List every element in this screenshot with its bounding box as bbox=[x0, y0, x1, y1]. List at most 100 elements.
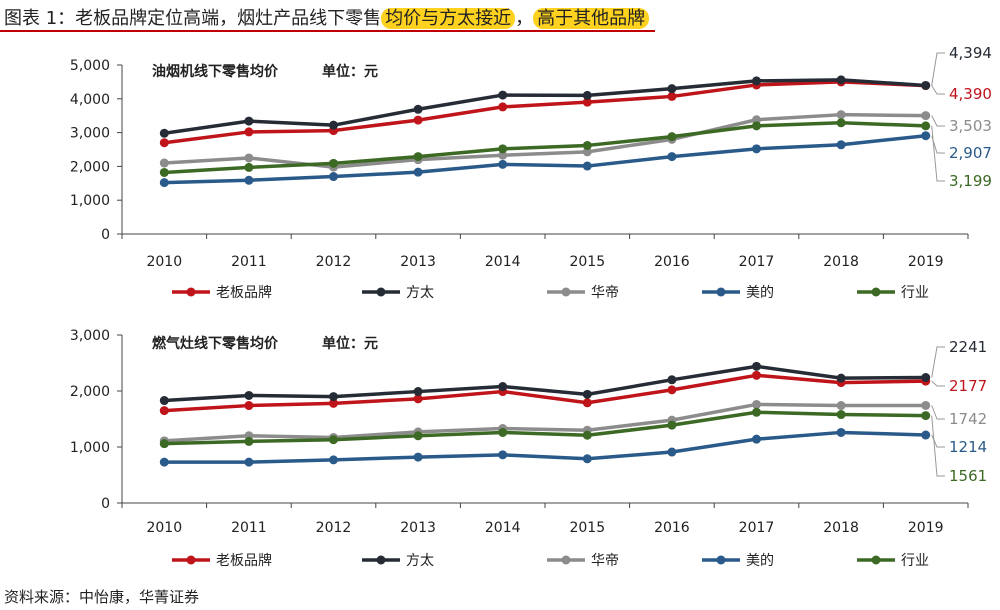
figure-title-separator: ， bbox=[515, 8, 534, 29]
data-point-midea bbox=[244, 457, 254, 467]
legend-marker-fotile bbox=[376, 555, 386, 565]
title-underline bbox=[0, 30, 655, 32]
legend-label-laoban: 老板品牌 bbox=[216, 284, 272, 301]
series-line-vatti bbox=[164, 402, 926, 443]
data-point-fotile bbox=[921, 373, 931, 383]
y-tick-label: 5,000 bbox=[70, 58, 110, 74]
figure-title-highlight-2: 高于其他品牌 bbox=[533, 8, 650, 29]
end-label-leader bbox=[931, 125, 945, 182]
x-tick-label: 2012 bbox=[316, 254, 352, 270]
x-tick-label: 2017 bbox=[739, 254, 775, 270]
end-label-leader bbox=[931, 115, 945, 127]
x-tick-label: 2014 bbox=[485, 254, 521, 270]
data-point-fotile bbox=[582, 389, 592, 399]
x-tick-label: 2016 bbox=[654, 520, 690, 536]
data-point-fotile bbox=[244, 390, 254, 400]
chart-unit: 单位：元 bbox=[322, 335, 378, 352]
data-point-fotile bbox=[667, 375, 677, 385]
end-value-label-fotile: 2241 bbox=[949, 338, 987, 356]
data-point-midea bbox=[921, 131, 931, 141]
series-line-vatti bbox=[164, 112, 926, 169]
end-label-leader bbox=[931, 405, 945, 420]
data-point-midea bbox=[921, 430, 931, 440]
data-point-laoban bbox=[667, 385, 677, 395]
data-point-fotile bbox=[836, 75, 846, 85]
series-line-fotile bbox=[164, 78, 926, 136]
data-point-vatti bbox=[921, 400, 931, 410]
y-tick-label: 3,000 bbox=[70, 328, 110, 344]
data-point-fotile bbox=[498, 90, 508, 100]
data-point-midea bbox=[413, 452, 423, 462]
data-point-vatti bbox=[836, 401, 846, 411]
end-value-label-laoban: 4,390 bbox=[949, 85, 992, 103]
data-point-midea bbox=[244, 175, 254, 185]
data-point-laoban bbox=[159, 138, 169, 148]
end-value-label-fotile: 4,394 bbox=[949, 44, 992, 62]
data-point-fotile bbox=[159, 396, 169, 406]
figure-title-prefix: 图表 1：老板品牌定位高端，烟灶产品线下零售 bbox=[4, 8, 382, 29]
x-tick-label: 2018 bbox=[823, 254, 859, 270]
series-laoban: 4,390 bbox=[159, 77, 992, 148]
x-tick-label: 2015 bbox=[569, 520, 605, 536]
data-point-fotile bbox=[329, 120, 338, 130]
x-tick-label: 2018 bbox=[823, 520, 859, 536]
data-point-industry bbox=[413, 152, 423, 162]
series-line-laoban bbox=[164, 80, 926, 145]
end-value-label-industry: 1561 bbox=[949, 467, 987, 485]
data-point-fotile bbox=[582, 90, 592, 100]
data-point-industry bbox=[244, 436, 254, 446]
data-point-fotile bbox=[329, 392, 338, 402]
series-industry: 1561 bbox=[159, 407, 987, 485]
data-point-fotile bbox=[498, 382, 508, 392]
data-point-midea bbox=[667, 447, 677, 457]
data-point-midea bbox=[752, 434, 761, 444]
x-tick-label: 2019 bbox=[908, 520, 944, 536]
end-label-leader bbox=[931, 415, 945, 477]
data-point-midea bbox=[159, 457, 169, 467]
y-tick-label: 1,000 bbox=[70, 440, 110, 456]
data-point-industry bbox=[667, 132, 677, 142]
y-tick-label: 1,000 bbox=[70, 193, 110, 209]
figure-title: 图表 1：老板品牌定位高端，烟灶产品线下零售 均价与方太接近，高于其他品牌 bbox=[4, 4, 650, 30]
y-tick-label: 4,000 bbox=[70, 92, 110, 108]
data-point-industry bbox=[498, 144, 508, 154]
data-point-vatti bbox=[836, 110, 846, 120]
data-point-industry bbox=[582, 430, 592, 440]
data-point-industry bbox=[244, 162, 254, 172]
data-point-industry bbox=[752, 407, 761, 417]
data-point-fotile bbox=[752, 76, 761, 86]
data-point-midea bbox=[582, 454, 592, 464]
end-value-label-vatti: 1742 bbox=[949, 410, 987, 428]
data-point-vatti bbox=[582, 147, 592, 157]
data-point-laoban bbox=[244, 127, 254, 137]
data-point-midea bbox=[329, 455, 338, 465]
y-tick-label: 0 bbox=[101, 227, 110, 243]
data-point-fotile bbox=[159, 128, 169, 138]
data-point-laoban bbox=[329, 398, 338, 408]
series-vatti: 3,503 bbox=[159, 110, 992, 172]
chart-title: 油烟机线下零售均价 bbox=[152, 63, 279, 80]
series-fotile: 4,394 bbox=[159, 44, 992, 138]
chart-2: 0 1,000 2,000 3,000 2010 2011 2012 2013 2014 2015… bbox=[70, 328, 987, 569]
legend-label-fotile: 方太 bbox=[406, 553, 434, 569]
legend-label-fotile: 方太 bbox=[406, 285, 434, 301]
series-line-fotile bbox=[164, 364, 926, 403]
legend-label-laoban: 老板品牌 bbox=[216, 552, 272, 569]
data-point-vatti bbox=[498, 150, 508, 160]
x-tick-label: 2011 bbox=[231, 520, 267, 536]
data-point-vatti bbox=[752, 399, 761, 409]
legend-label-industry: 行业 bbox=[901, 285, 929, 301]
data-point-industry bbox=[159, 439, 169, 449]
series-line-industry bbox=[164, 121, 926, 175]
data-point-midea bbox=[413, 167, 423, 177]
x-tick-label: 2013 bbox=[400, 520, 436, 536]
end-value-label-industry: 3,199 bbox=[949, 172, 992, 190]
legend-marker-industry bbox=[871, 287, 881, 297]
series-vatti: 1742 bbox=[159, 399, 987, 446]
x-tick-label: 2012 bbox=[316, 520, 352, 536]
data-point-fotile bbox=[667, 84, 677, 94]
y-tick-label: 3,000 bbox=[70, 126, 110, 142]
data-point-midea bbox=[159, 178, 169, 188]
data-point-industry bbox=[329, 158, 338, 168]
data-point-industry bbox=[752, 121, 761, 131]
